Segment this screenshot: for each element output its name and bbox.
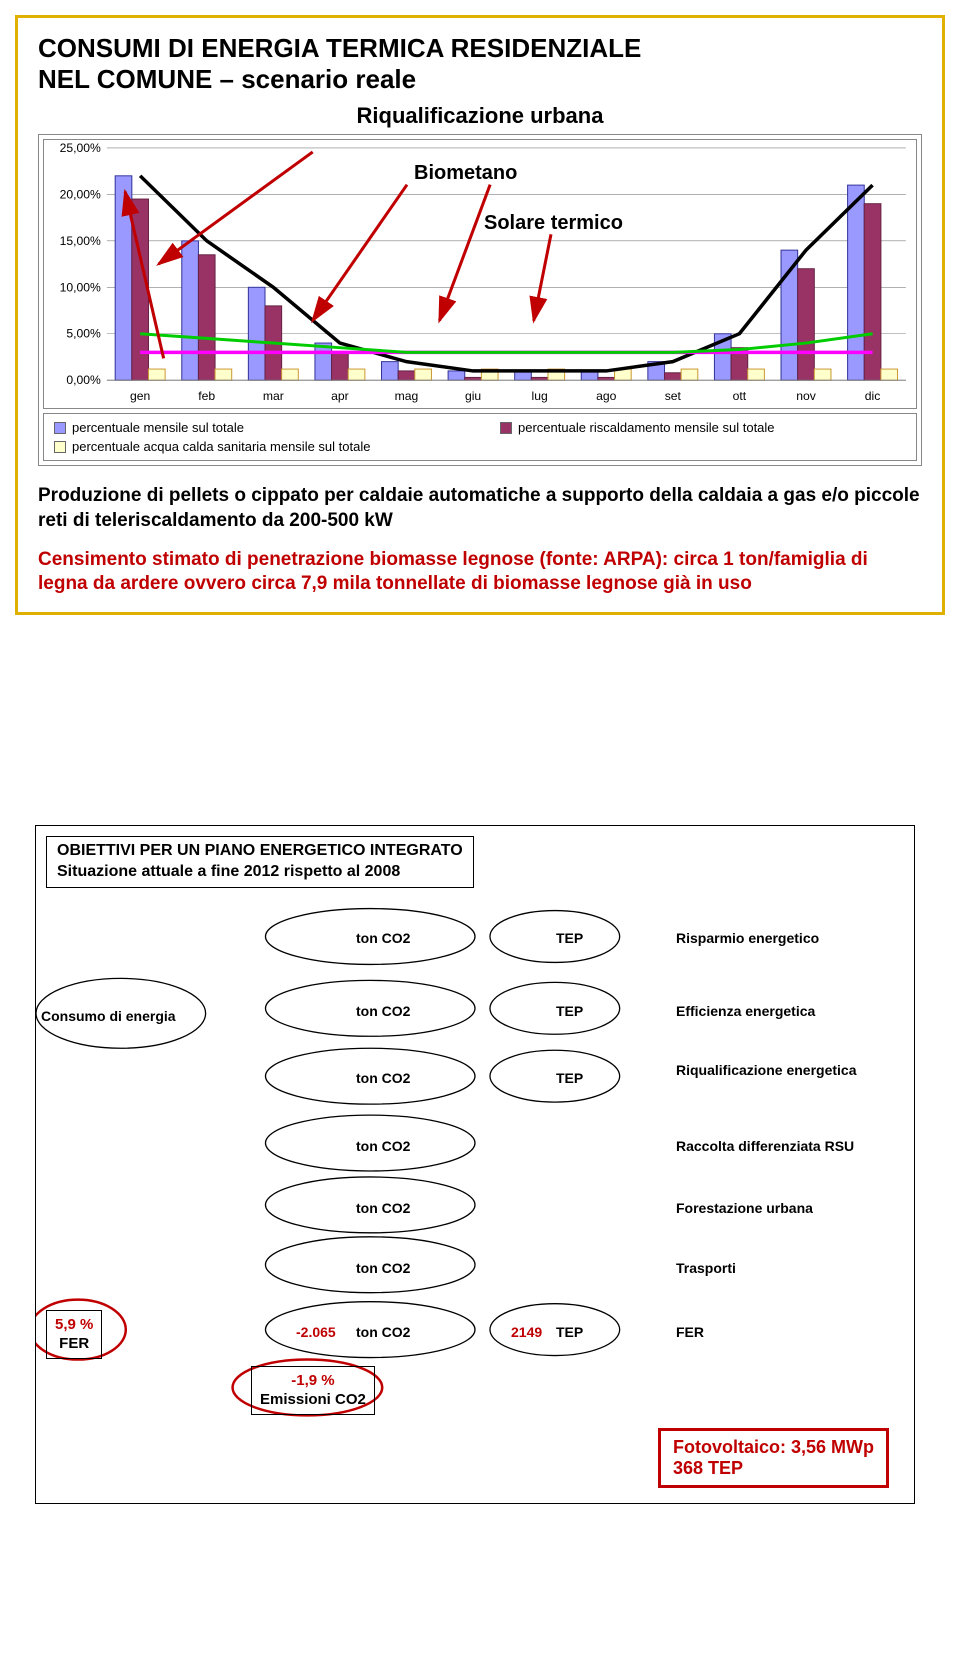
diagram-body: Consumo di energia Risparmio energetico … xyxy=(36,898,914,1418)
fer-co2-val: -2.065 xyxy=(296,1324,336,1340)
right-label-3: Raccolta differenziata RSU xyxy=(676,1138,854,1154)
legend-item: percentuale mensile sul totale xyxy=(54,420,460,435)
chart-outer-border: 0,00% 5,00% 10,00% 15,00% 20,00% 25,00% gen feb… xyxy=(38,134,922,466)
right-label-5: Trasporti xyxy=(676,1260,736,1276)
tep-0: TEP xyxy=(556,930,583,946)
diagram-title-line2: Situazione attuale a fine 2012 rispetto … xyxy=(57,863,400,880)
svg-text:feb: feb xyxy=(198,390,215,404)
fer-left-val: 5,9 % xyxy=(55,1316,93,1333)
legend-item: percentuale riscaldamento mensile sul to… xyxy=(500,420,906,435)
tep-1: TEP xyxy=(556,1003,583,1019)
fer-co2-lab: ton CO2 xyxy=(356,1324,410,1340)
legend: percentuale mensile sul totale percentual… xyxy=(43,413,917,461)
diagram-panel: OBIETTIVI PER UN PIANO ENERGETICO INTEGR… xyxy=(35,825,915,1504)
co2-3: ton CO2 xyxy=(356,1138,410,1154)
co2-5: ton CO2 xyxy=(356,1260,410,1276)
emiss-val: -1,9 % xyxy=(291,1372,334,1389)
chart-area: 0,00% 5,00% 10,00% 15,00% 20,00% 25,00% gen feb… xyxy=(43,139,917,409)
emissions-box: -1,9 % Emissioni CO2 xyxy=(251,1366,375,1415)
panel-title: CONSUMI DI ENERGIA TERMICA RESIDENZIALE … xyxy=(38,33,922,95)
legend-item: percentuale acqua calda sanitaria mensil… xyxy=(54,439,460,454)
svg-text:nov: nov xyxy=(796,390,816,404)
fer-left-box: 5,9 % FER xyxy=(46,1310,102,1359)
svg-text:25,00%: 25,00% xyxy=(60,141,102,155)
co2-1: ton CO2 xyxy=(356,1003,410,1019)
chart-panel: CONSUMI DI ENERGIA TERMICA RESIDENZIALE … xyxy=(15,15,945,615)
fotovoltaico-box: Fotovoltaico: 3,56 MWp 368 TEP xyxy=(658,1428,889,1488)
description-red: Censimento stimato di penetrazione bioma… xyxy=(38,548,922,597)
svg-text:0,00%: 0,00% xyxy=(66,374,101,388)
diagram-title: OBIETTIVI PER UN PIANO ENERGETICO INTEGR… xyxy=(46,836,474,888)
co2-4: ton CO2 xyxy=(356,1200,410,1216)
svg-text:20,00%: 20,00% xyxy=(60,188,102,202)
svg-text:mar: mar xyxy=(263,390,284,404)
fv-line1: Fotovoltaico: 3,56 MWp xyxy=(673,1437,874,1457)
svg-text:gen: gen xyxy=(130,390,150,404)
diagram-svg xyxy=(36,898,914,1418)
emiss-lab: Emissioni CO2 xyxy=(260,1391,366,1408)
title-line1: CONSUMI DI ENERGIA TERMICA RESIDENZIALE xyxy=(38,33,641,63)
co2-0: ton CO2 xyxy=(356,930,410,946)
fer-left-lab: FER xyxy=(59,1335,89,1352)
fv-line2: 368 TEP xyxy=(673,1458,743,1478)
svg-text:10,00%: 10,00% xyxy=(60,281,102,295)
right-label-1: Efficienza energetica xyxy=(676,1003,815,1019)
co2-2: ton CO2 xyxy=(356,1070,410,1086)
svg-text:15,00%: 15,00% xyxy=(60,234,102,248)
svg-text:giu: giu xyxy=(465,390,481,404)
svg-text:dic: dic xyxy=(865,390,881,404)
consumo-label: Consumo di energia xyxy=(41,1008,176,1024)
title-line2: NEL COMUNE – scenario reale xyxy=(38,64,416,94)
right-label-4: Forestazione urbana xyxy=(676,1200,813,1216)
chart-svg: 0,00% 5,00% 10,00% 15,00% 20,00% 25,00% gen feb… xyxy=(44,140,916,408)
svg-text:ott: ott xyxy=(733,390,747,404)
svg-text:lug: lug xyxy=(532,390,548,404)
svg-text:mag: mag xyxy=(395,390,419,404)
fer-tep-val: 2149 xyxy=(511,1324,542,1340)
tep-2: TEP xyxy=(556,1070,583,1086)
svg-text:ago: ago xyxy=(596,390,617,404)
subtitle: Riqualificazione urbana xyxy=(38,103,922,129)
right-label-2: Riqualificazione energetica xyxy=(676,1063,857,1078)
fer-tep-lab: TEP xyxy=(556,1324,583,1340)
right-label-0: Risparmio energetico xyxy=(676,930,819,946)
svg-text:5,00%: 5,00% xyxy=(66,327,101,341)
diagram-title-line1: OBIETTIVI PER UN PIANO ENERGETICO INTEGR… xyxy=(57,842,463,859)
svg-text:set: set xyxy=(665,390,682,404)
right-label-fer: FER xyxy=(676,1324,704,1340)
svg-text:apr: apr xyxy=(331,390,349,404)
description-black: Produzione di pellets o cippato per cald… xyxy=(38,484,922,533)
